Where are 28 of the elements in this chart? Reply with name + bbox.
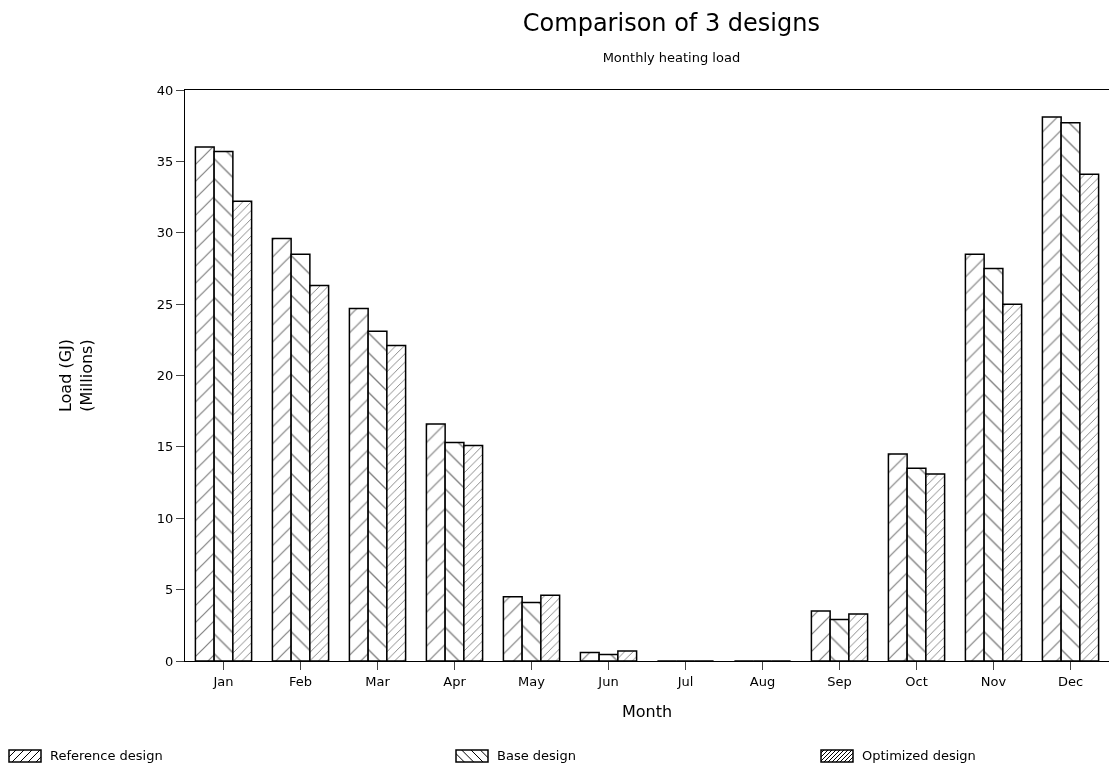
legend-label: Reference design bbox=[50, 748, 163, 763]
y-tick-label: 5 bbox=[165, 582, 174, 598]
x-tick-label: Aug bbox=[749, 673, 776, 689]
y-tick-label: 35 bbox=[156, 153, 174, 169]
x-tick-label: Sep bbox=[827, 673, 852, 689]
x-axis-title: Month bbox=[621, 702, 673, 722]
x-tick-label: Oct bbox=[905, 673, 928, 689]
x-tick-label: Mar bbox=[365, 673, 391, 689]
y-tick-label: 15 bbox=[156, 439, 174, 455]
x-tick-label: Nov bbox=[980, 673, 1007, 689]
y-tick-label: 0 bbox=[165, 653, 174, 669]
x-tick-label: Jul bbox=[676, 673, 694, 689]
x-tick-label: Jan bbox=[212, 673, 234, 689]
x-tick-label: Jun bbox=[597, 673, 619, 689]
x-tick-label: Dec bbox=[1057, 673, 1084, 689]
x-tick-label: Apr bbox=[443, 673, 467, 689]
chart-subtitle: Monthly heating load bbox=[602, 50, 741, 66]
x-tick-label: May bbox=[518, 673, 546, 689]
y-tick-label: 25 bbox=[156, 296, 174, 312]
chart-title: Comparison of 3 designs bbox=[522, 9, 820, 38]
y-tick-label: 40 bbox=[156, 82, 174, 98]
legend-label: Base design bbox=[497, 748, 576, 763]
legend-label: Optimized design bbox=[862, 748, 976, 763]
y-tick-label: 10 bbox=[156, 510, 174, 526]
y-axis-title: Load (GJ) (Millions) bbox=[55, 338, 96, 413]
y-tick-label: 30 bbox=[156, 225, 174, 241]
x-tick-label: Feb bbox=[288, 673, 313, 689]
y-tick-label: 20 bbox=[156, 368, 174, 384]
